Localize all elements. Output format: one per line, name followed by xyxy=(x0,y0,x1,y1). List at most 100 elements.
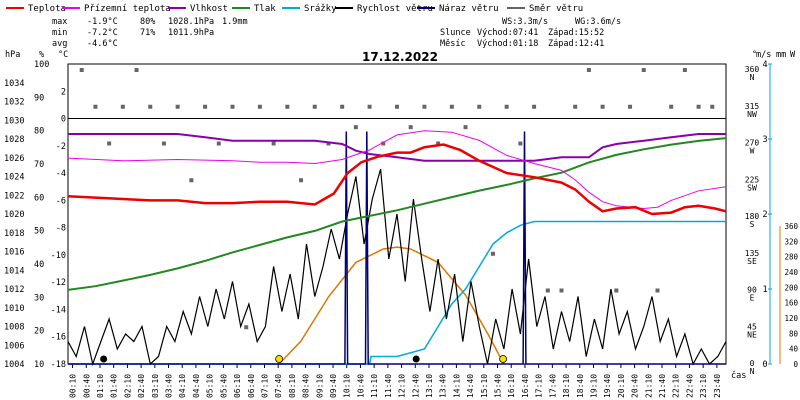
pressure-tick-label: 1004 xyxy=(4,360,24,370)
wind-direction-dot xyxy=(436,141,441,146)
stats-max-temp: -1.9°C xyxy=(87,17,118,27)
time-tick-label: 22:10 xyxy=(672,374,681,398)
temperature-tick-label: -18 xyxy=(51,360,66,370)
wind-direction-dot xyxy=(408,125,413,130)
stats-max-rain: 1.9mm xyxy=(222,17,248,27)
time-tick-label: 10:10 xyxy=(343,374,352,398)
wind-wg: WG:3.6m/s xyxy=(575,17,621,27)
pressure-tick-label: 1024 xyxy=(4,173,24,183)
time-tick-label: 07:40 xyxy=(274,374,283,398)
wind-direction-dot xyxy=(449,104,454,109)
time-tick-label: 23:10 xyxy=(699,374,708,398)
time-tick-label: 20:40 xyxy=(631,374,640,398)
wind-direction-dot xyxy=(545,288,550,293)
legend-label: Rychlost větru xyxy=(357,4,433,14)
wind-tick-label: 4 xyxy=(762,60,767,70)
stats-max-hum: 80% xyxy=(140,17,155,27)
direction-tick-dir: SE xyxy=(747,257,757,266)
pressure-tick-label: 1014 xyxy=(4,266,24,276)
wind-direction-dot xyxy=(189,178,194,183)
series-pressure xyxy=(67,137,727,291)
axis-unit-deg: ° xyxy=(752,50,757,60)
axis-unit-pct: % xyxy=(39,50,44,60)
time-tick-label: 12:10 xyxy=(398,374,407,398)
wind-direction-dot xyxy=(230,104,235,109)
time-tick-label: 04:10 xyxy=(178,374,187,398)
series-rain xyxy=(68,220,726,365)
direction-tick-label: 45 xyxy=(747,322,757,331)
wind-direction-dot xyxy=(120,104,125,109)
wind-direction-dot xyxy=(641,68,646,72)
moon-marker xyxy=(100,355,108,363)
stats-avg-label: avg xyxy=(52,39,67,49)
humidity-tick-label: 20 xyxy=(34,327,44,337)
direction-tick-dir: W xyxy=(750,147,755,156)
wind-direction-dot xyxy=(93,104,98,109)
time-tick-label: 00:40 xyxy=(82,374,91,398)
humidity-tick-label: 10 xyxy=(34,360,44,370)
time-tick-label: 20:10 xyxy=(617,374,626,398)
wind-direction-dot xyxy=(148,104,153,109)
wind-direction-dot xyxy=(203,104,208,109)
time-tick-label: 05:10 xyxy=(206,374,215,398)
axis-unit-hpa: hPa xyxy=(5,50,20,60)
time-tick-label: 12:40 xyxy=(411,374,420,398)
solar-tick-label: 40 xyxy=(789,345,799,354)
time-tick-label: 23:40 xyxy=(713,374,722,398)
humidity-tick-label: 90 xyxy=(34,93,44,103)
moon-rise: Východ:01:18 xyxy=(477,39,538,49)
wind-direction-dot xyxy=(175,104,180,109)
legend: Teplota Přízemní teplota Vlhkost Tlak Srážky… xyxy=(6,4,583,14)
stats-max-label: max xyxy=(52,17,67,27)
time-tick-label: 02:10 xyxy=(123,374,132,398)
pressure-tick-label: 1016 xyxy=(4,248,24,258)
time-tick-label: 09:40 xyxy=(329,374,338,398)
direction-tick-dir: E xyxy=(750,294,755,303)
series-wind-speed xyxy=(67,168,727,367)
solar-tick-label: 360 xyxy=(784,222,798,231)
wind-direction-dot xyxy=(696,104,701,109)
time-tick-label: 04:40 xyxy=(192,374,201,398)
time-tick-label: 21:10 xyxy=(644,374,653,398)
sun-marker xyxy=(275,355,284,363)
pressure-tick-label: 1026 xyxy=(4,154,24,164)
stats-max-press: 1028.1hPa xyxy=(168,17,214,27)
wind-direction-dot xyxy=(518,141,523,146)
solar-tick-label: 80 xyxy=(789,329,799,338)
time-tick-label: 14:10 xyxy=(452,374,461,398)
legend-label: Srážky xyxy=(304,4,337,14)
temperature-tick-label: -14 xyxy=(51,305,66,315)
wind-tick-label: 3 xyxy=(762,135,767,145)
pressure-tick-label: 1028 xyxy=(4,135,24,145)
legend-label: Přízemní teplota xyxy=(84,4,171,14)
solar-tick-label: 280 xyxy=(784,253,798,262)
stats-min-press: 1011.9hPa xyxy=(168,28,214,38)
wind-direction-dot xyxy=(340,104,345,109)
sun-label: Slunce xyxy=(440,28,471,38)
stats-avg-temp: -4.6°C xyxy=(87,39,118,49)
wind-direction-dot xyxy=(532,104,537,109)
time-tick-label: 17:40 xyxy=(548,374,557,398)
moon-label: Měsíc xyxy=(440,39,466,49)
direction-tick-label: 315 xyxy=(745,102,760,111)
wind-direction-dot xyxy=(559,288,564,293)
wind-direction-dot xyxy=(285,104,290,109)
direction-tick-label: 135 xyxy=(745,249,760,258)
stats-min-temp: -7.2°C xyxy=(87,28,118,38)
axis-unit-mm: mm xyxy=(776,50,786,60)
stats-block: max -1.9°C 80% 1028.1hPa 1.9mm min -7.2°… xyxy=(52,17,248,49)
humidity-tick-label: 100 xyxy=(34,60,49,70)
wind-direction-dot xyxy=(655,288,660,293)
legend-label: Směr větru xyxy=(529,4,583,14)
time-tick-label: 02:40 xyxy=(137,374,146,398)
time-tick-label: 22:40 xyxy=(685,374,694,398)
wind-direction-dot xyxy=(682,68,687,72)
moon-set: Západ:12:41 xyxy=(548,39,604,49)
temperature-tick-label: -8 xyxy=(56,224,66,234)
time-tick-label: 01:10 xyxy=(96,374,105,398)
solar-tick-label: 240 xyxy=(784,268,798,277)
time-tick-label: 18:40 xyxy=(576,374,585,398)
axis-unit-w: W xyxy=(790,50,796,60)
humidity-tick-label: 80 xyxy=(34,127,44,137)
